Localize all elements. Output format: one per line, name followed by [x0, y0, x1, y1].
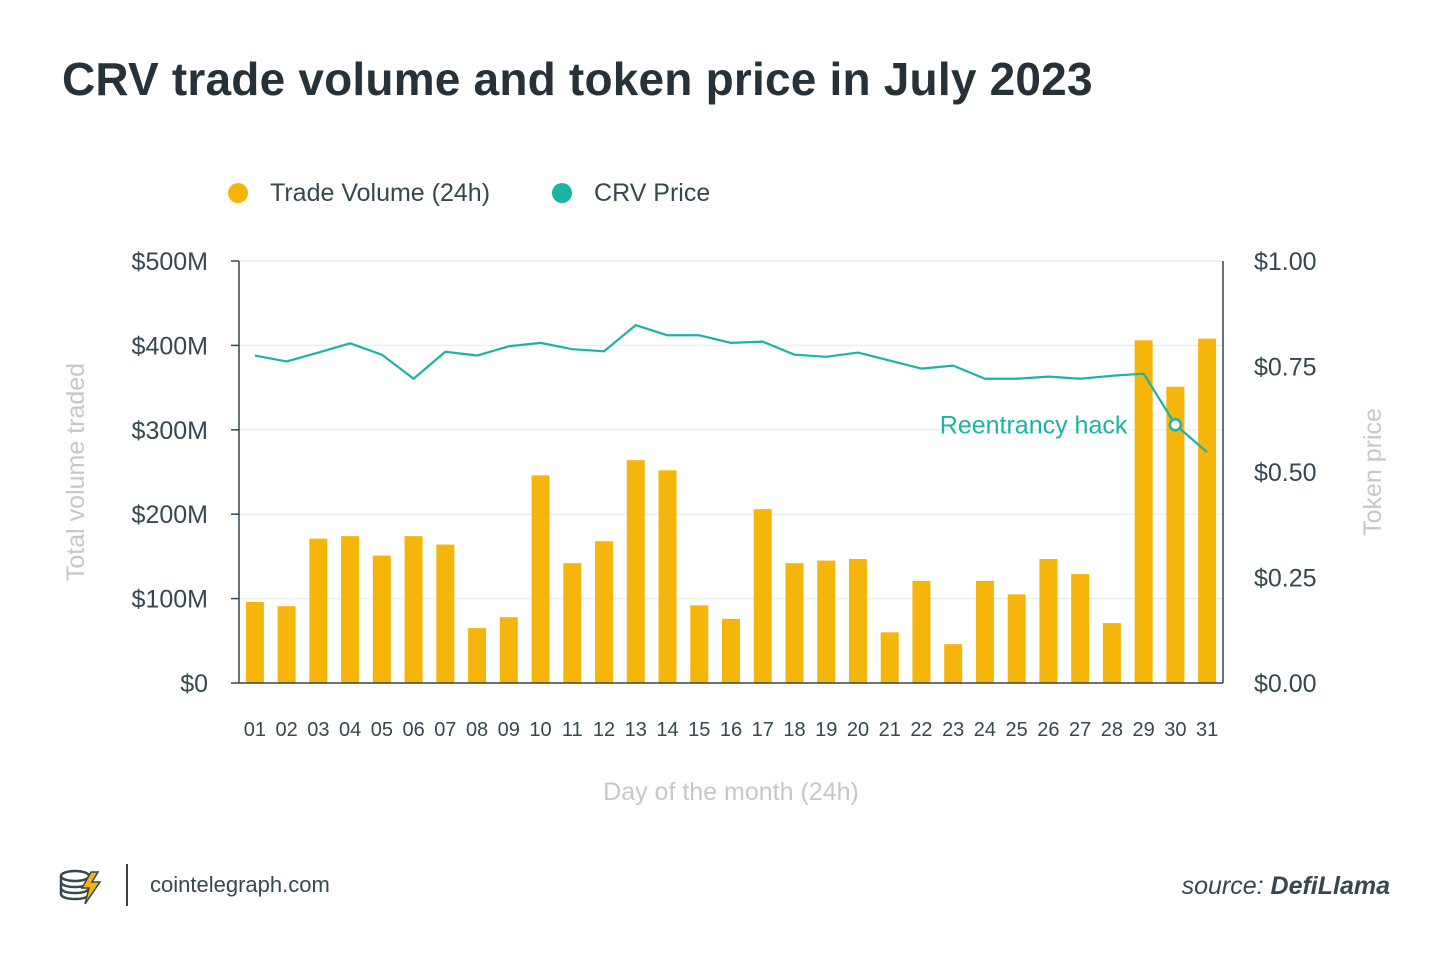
volume-bar [1102, 623, 1121, 683]
volume-bar [531, 475, 550, 683]
volume-bar [658, 470, 677, 683]
x-tick-label: 20 [847, 719, 869, 741]
volume-bar [1071, 574, 1090, 683]
x-tick-label: 30 [1164, 719, 1186, 741]
volume-bar [245, 601, 264, 683]
y-tick-label-right: $0.50 [1254, 459, 1317, 487]
x-tick-label: 06 [402, 719, 424, 741]
x-tick-label: 16 [720, 719, 742, 741]
y-tick-label-right: $0.25 [1254, 565, 1317, 593]
volume-bar [848, 558, 867, 683]
x-tick-label: 27 [1069, 719, 1091, 741]
volume-bar [436, 544, 455, 683]
x-tick-label: 22 [910, 719, 932, 741]
legend-item-trade-volume: Trade Volume (24h) [228, 179, 490, 208]
volume-bar [277, 606, 296, 683]
x-tick-label: 03 [307, 719, 329, 741]
volume-bar [975, 580, 994, 683]
x-tick-label: 25 [1006, 719, 1028, 741]
y-axis-title-right: Token price [1359, 408, 1387, 536]
volume-bar [1039, 558, 1058, 683]
x-tick-label: 05 [371, 719, 393, 741]
legend-swatch-crv-price [552, 183, 573, 203]
volume-bar [880, 632, 899, 683]
volume-bar [944, 644, 963, 683]
volume-bar [309, 538, 328, 683]
x-tick-label: 29 [1133, 719, 1155, 741]
axes-layer [231, 260, 1224, 684]
y-tick-label-left: $0 [180, 670, 208, 698]
legend-label-crv-price: CRV Price [594, 178, 711, 207]
x-tick-label: 04 [339, 719, 361, 741]
volume-bar [499, 617, 518, 683]
x-tick-label: 15 [688, 719, 710, 741]
x-tick-label: 08 [466, 719, 488, 741]
x-tick-label: 24 [974, 719, 996, 741]
volume-bars [245, 338, 1217, 683]
y-tick-label-left: $300M [132, 417, 208, 445]
x-tick-label: 07 [434, 719, 456, 741]
volume-bar [722, 618, 740, 683]
x-tick-label: 09 [498, 719, 520, 741]
x-tick-label: 01 [244, 719, 266, 741]
chart-legend: Trade Volume (24h) CRV Price [228, 176, 772, 210]
source-prefix: source: [1181, 872, 1264, 900]
x-tick-label: 18 [783, 719, 805, 741]
x-tick-label: 13 [625, 719, 647, 741]
annotation-marker [1168, 417, 1183, 432]
x-tick-label: 11 [562, 719, 583, 741]
x-tick-label: 19 [815, 719, 837, 741]
volume-bar [1134, 340, 1153, 683]
x-tick-label: 26 [1037, 719, 1059, 741]
x-axis-title: Day of the month (24h) [603, 778, 859, 806]
volume-bar [1166, 386, 1185, 683]
x-tick-label: 21 [879, 719, 901, 741]
y-tick-label-right: $0.75 [1254, 354, 1317, 382]
x-tick-label: 02 [275, 719, 297, 741]
x-tick-label: 10 [529, 719, 551, 741]
volume-bar [563, 563, 582, 683]
volume-bar [626, 460, 645, 683]
labels-layer: $0 $100M $200M $300M $400M $500M $0.00 $0.25 $0.… [62, 248, 1387, 806]
x-tick-label: 31 [1196, 719, 1218, 741]
legend-swatch-trade-volume [228, 183, 248, 203]
legend-item-crv-price: CRV Price [552, 179, 710, 208]
volume-bar [817, 560, 836, 683]
grid-layer [239, 260, 1223, 600]
volume-bar [1007, 594, 1026, 683]
volume-bar [341, 536, 360, 683]
y-tick-label-right: $1.00 [1254, 248, 1317, 276]
x-tick-label: 28 [1101, 719, 1123, 741]
footer-separator [126, 864, 128, 906]
volume-bar [468, 628, 487, 683]
x-tick-label: 14 [656, 719, 678, 741]
y-axis-title-left: Total volume traded [62, 363, 90, 581]
price-line-layer [254, 324, 1208, 453]
source-name: DefiLlama [1270, 872, 1390, 900]
y-tick-label-left: $400M [132, 332, 208, 360]
volume-bar [372, 555, 391, 683]
y-tick-label-right: $0.00 [1254, 670, 1317, 698]
y-tick-label-left: $200M [132, 501, 208, 529]
footer-source: source: DefiLlama [1182, 872, 1390, 901]
chart-title: CRV trade volume and token price in July… [62, 53, 1093, 105]
volume-bar [785, 563, 804, 683]
volume-bar [753, 509, 772, 683]
y-tick-label-left: $100M [132, 586, 208, 614]
y-tick-label-left: $500M [132, 248, 208, 276]
volume-bar [404, 536, 423, 683]
x-tick-label: 12 [593, 719, 615, 741]
volume-bar [690, 605, 709, 683]
volume-bar [1198, 338, 1217, 683]
legend-label-trade-volume: Trade Volume (24h) [270, 178, 491, 207]
volume-bar [912, 580, 931, 683]
price-line [254, 324, 1208, 453]
x-tick-label: 23 [942, 719, 964, 741]
x-tick-label: 17 [752, 719, 774, 741]
volume-bar [595, 541, 614, 683]
cointelegraph-logo-icon [58, 866, 104, 913]
annotation-label: Reentrancy hack [940, 412, 1128, 440]
footer-site-name: cointelegraph.com [150, 872, 330, 897]
